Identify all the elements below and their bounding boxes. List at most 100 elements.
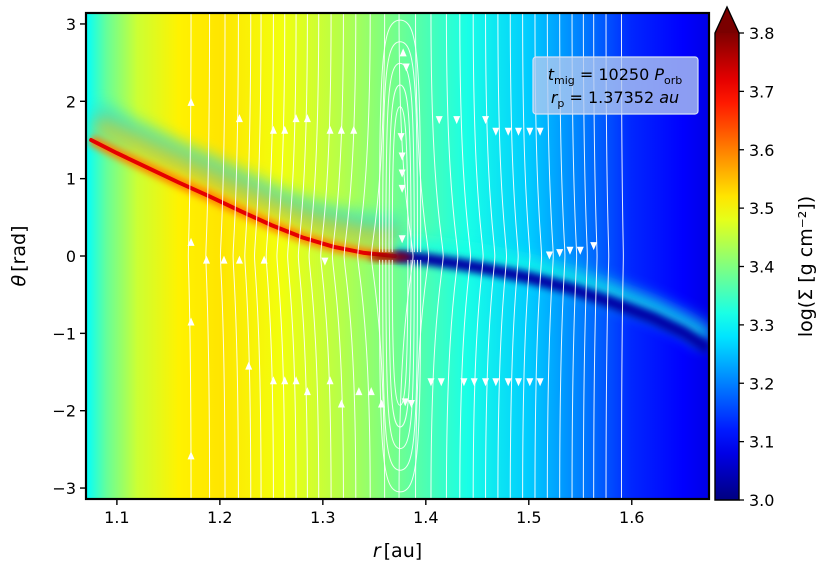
colorbar-ticks: 3.0 3.1 3.2 3.3 3.4 3.5 3.6 3.7 3.8 [739,24,774,510]
streamline-arrow-down [482,378,490,387]
streamline-arrow-down [321,257,329,266]
streamline-arrow-down [514,127,522,136]
y-tick-label: −3 [52,479,76,498]
y-axis-label: θ [rad] [8,226,30,287]
streamline-arrow-down [536,378,544,387]
streamline-arrow-down [398,184,406,193]
horseshoe-streamline [385,259,415,450]
streamline-arrow-up [187,451,195,460]
horseshoe-streamline [385,62,415,253]
x-tick-label: 1.2 [207,508,232,527]
streamline [559,13,566,499]
streamline-arrow-down [397,133,405,142]
streamline-arrow-down [492,127,500,136]
streamline-arrow-up [187,237,195,246]
streamline-arrow-up [260,255,268,264]
horseshoe-streamline [378,19,422,253]
colorbar-gradient-bar [715,33,739,500]
streamline [254,13,262,499]
streamline [445,13,459,499]
streamline-arrow-down [504,127,512,136]
colorbar-frame [714,5,740,501]
streamline [205,13,211,499]
streamline [534,13,543,499]
streamline-arrow-down [526,378,534,387]
annotation-box: tmig = 10250 Porb rp = 1.37352 au [532,56,699,115]
x-tick-label: 1.6 [619,508,644,527]
streamline-arrow-up [187,97,195,106]
streamline-arrow-up [303,387,311,396]
streamline-arrow-down [536,127,544,136]
outer-halo [394,237,709,347]
streamline [582,13,588,499]
colorbar-tick-label: 3.3 [749,316,774,335]
streamline [331,13,344,499]
horseshoe-streamline [391,259,409,406]
streamline [308,13,320,499]
colorbar-tick-label: 3.7 [749,82,774,101]
streamline-arrow-down [492,378,500,387]
streamline [522,13,531,499]
streamline [287,13,297,499]
colorbar-tick-label: 3.1 [749,433,774,452]
streamline-arrow-up [326,376,334,385]
streamline-layer [187,13,624,499]
streamline-arrow-down [402,63,410,72]
streamline-arrow-down [435,116,443,125]
streamline-arrow-layer [187,48,598,460]
streamline-arrow-up [292,114,300,123]
planet-core [368,253,413,261]
y-tick-label: 1 [66,170,76,189]
inner-arm [89,138,397,258]
streamline-arrow-up [281,125,289,134]
streamline-arrow-up [245,361,253,370]
streamline-arrow-down [407,399,415,408]
streamline-arrow-up [202,255,210,264]
streamline-arrow-up [350,125,358,134]
streamline-arrow-up [337,399,345,408]
x-tick-label: 1.3 [310,508,335,527]
streamline-arrow-down [470,378,478,387]
streamline-arrow-down [526,127,534,136]
streamline-arrow-down [566,246,574,255]
x-tick-label: 1.1 [104,508,129,527]
streamline [232,13,239,499]
streamline-arrow-down [460,378,468,387]
y-tick-label: −2 [52,402,76,421]
x-tick-label: 1.4 [413,508,438,527]
y-tick-label: 0 [66,247,76,266]
streamline [497,13,507,499]
colorbar-tick-label: 3.5 [749,199,774,218]
annotation-background [532,56,699,115]
streamline-arrow-down [398,152,406,161]
streamline-arrow-up [235,114,243,123]
colorbar-tick-label: 3.4 [749,258,774,277]
streamline [430,13,444,499]
streamline [320,13,332,499]
streamline-arrow-up [355,387,363,396]
streamline-arrow-up [292,376,300,385]
streamline-arrow-up [326,125,334,134]
y-axis-unit: [rad] [8,226,30,272]
streamline [509,13,519,499]
streamline-arrow-down [576,246,584,255]
streamline-arrow-up [187,317,195,326]
horseshoe-streamline [388,259,412,428]
streamline [276,13,286,499]
streamline-arrow-up [235,255,243,264]
annotation-line-2: rp = 1.37352 au [551,88,679,110]
streamline-arrow-up [378,399,386,408]
streamline [472,13,484,499]
streamline [398,13,414,499]
streamline-arrow-down [556,249,564,258]
streamline-arrow-down [427,378,435,387]
streamline [459,13,471,499]
streamline-arrow-up [337,125,345,134]
y-tick-label: −1 [52,324,76,343]
y-axis-ticks: 3 2 1 0 −1 −2 −3 [52,15,86,498]
streamline [265,13,274,499]
horseshoe-streamline [391,106,409,253]
streamline-arrow-down [453,116,461,125]
streamline-arrow-down [401,398,409,407]
